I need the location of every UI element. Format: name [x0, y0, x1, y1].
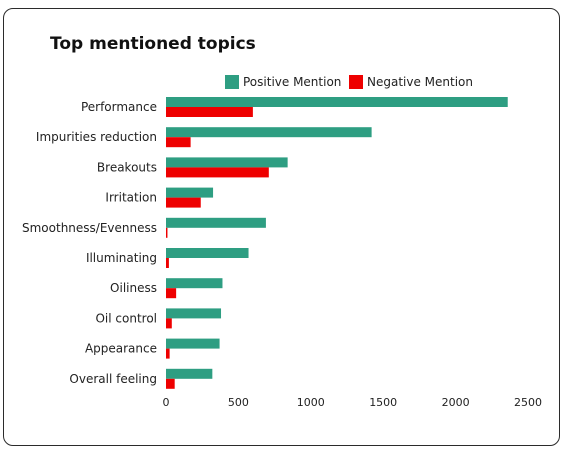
bar-positive: [166, 308, 222, 319]
x-tick-label: 1500: [369, 396, 397, 409]
legend-label-0: Positive Mention: [243, 75, 341, 89]
x-tick-label: 500: [228, 396, 249, 409]
bar-negative: [166, 107, 253, 117]
bars: [166, 97, 508, 389]
chart-legend: Positive Mention Negative Mention: [225, 75, 473, 89]
category-label: Breakouts: [97, 160, 157, 174]
category-label: Oil control: [95, 311, 157, 325]
bar-positive: [166, 127, 372, 138]
bar-positive: [166, 278, 223, 289]
bar-positive: [166, 217, 266, 228]
category-label: Appearance: [85, 342, 157, 356]
category-label: Performance: [81, 100, 157, 114]
bar-negative: [166, 197, 201, 208]
bar-positive: [166, 97, 508, 107]
chart-card: [3, 8, 560, 446]
bar-positive: [166, 368, 213, 379]
category-labels: Performance Impurities reduction Breakouts…: [22, 100, 157, 386]
bar-positive: [166, 338, 220, 349]
legend-label-1: Negative Mention: [367, 75, 473, 89]
bar-negative: [166, 258, 169, 268]
bar-negative: [166, 227, 168, 238]
legend-swatch-1: [349, 75, 363, 89]
category-label: Smoothness/Evenness: [22, 221, 157, 235]
category-label: Impurities reduction: [36, 130, 157, 144]
category-label: Illuminating: [86, 251, 157, 265]
x-axis-ticks: 0 500 1000 1500 2000 2500: [163, 396, 543, 409]
bar-negative: [166, 288, 177, 299]
bar-negative: [166, 378, 175, 389]
bar-negative: [166, 167, 269, 178]
x-tick-label: 2500: [514, 396, 542, 409]
bar-negative: [166, 348, 170, 359]
category-label: Overall feeling: [69, 372, 157, 386]
x-tick-label: 2000: [442, 396, 470, 409]
bar-negative: [166, 137, 191, 148]
bar-negative: [166, 318, 172, 329]
x-tick-label: 1000: [297, 396, 325, 409]
chart-title: Top mentioned topics: [50, 34, 256, 54]
category-label: Irritation: [105, 191, 157, 205]
x-tick-label: 0: [163, 396, 170, 409]
bar-positive: [166, 187, 214, 198]
category-label: Oiliness: [110, 281, 157, 295]
legend-swatch-0: [225, 75, 239, 89]
bar-positive: [166, 248, 249, 258]
bar-positive: [166, 157, 288, 168]
